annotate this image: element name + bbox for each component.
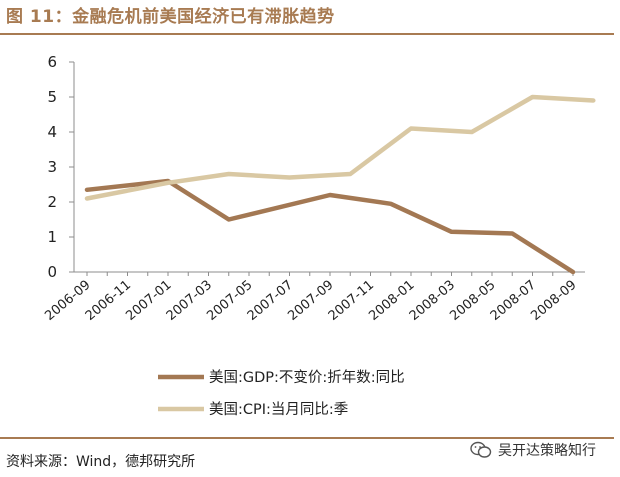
legend-label-gdp: 美国:GDP:不变价:折年数:同比 [209, 369, 405, 386]
title-rule [0, 33, 614, 35]
x-tick-label: 2008-09 [528, 278, 579, 324]
source-note: 资料来源：Wind，德邦研究所 [6, 454, 196, 470]
y-tick-label: 0 [47, 263, 57, 281]
watermark-text: 吴开达策略知行 [498, 443, 596, 459]
figure-title: 图 11：金融危机前美国经济已有滞胀趋势 [6, 7, 335, 27]
legend-label-cpi: 美国:CPI:当月同比:季 [209, 401, 348, 418]
wechat-icon [470, 441, 492, 458]
y-tick-label: 4 [47, 123, 57, 141]
footer-rule [0, 437, 614, 439]
line-chart: 01234562006-092006-112007-012007-032007-… [42, 53, 596, 418]
y-tick-label: 3 [47, 158, 57, 176]
y-tick-label: 1 [47, 228, 57, 246]
cpi-series-line [84, 94, 596, 201]
y-tick-label: 6 [47, 53, 57, 71]
y-tick-label: 5 [47, 88, 57, 106]
gdp-series-line [84, 178, 576, 275]
y-tick-label: 2 [47, 193, 57, 211]
watermark: 吴开达策略知行 [470, 440, 596, 460]
